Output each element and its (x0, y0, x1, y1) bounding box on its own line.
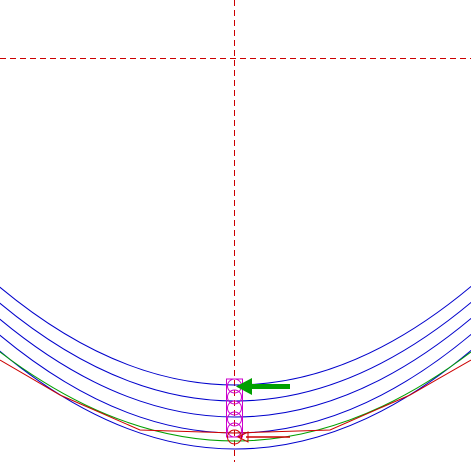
stacked-circle-4 (227, 411, 242, 427)
bottom-red-circle (227, 429, 242, 445)
left-arrow-icon (236, 431, 290, 443)
green-curve (0, 351, 471, 442)
left-arrow-icon (236, 378, 290, 395)
circle-column-box (226, 378, 243, 438)
green-arrow-head (236, 378, 252, 395)
blue-arc-5 (0, 349, 471, 450)
blue-arc-1 (0, 285, 471, 386)
blue-arc-3 (0, 317, 471, 418)
green-arrow-shaft (250, 384, 290, 389)
red-curve (0, 359, 471, 434)
stacked-circle-3 (227, 400, 242, 416)
blue-arc-2 (0, 301, 471, 402)
blue-arc-group (0, 285, 471, 450)
stacked-circle-2 (227, 389, 242, 405)
stacked-circles (226, 378, 243, 438)
blue-arc-4 (0, 333, 471, 434)
red-arrow-head (236, 431, 249, 443)
